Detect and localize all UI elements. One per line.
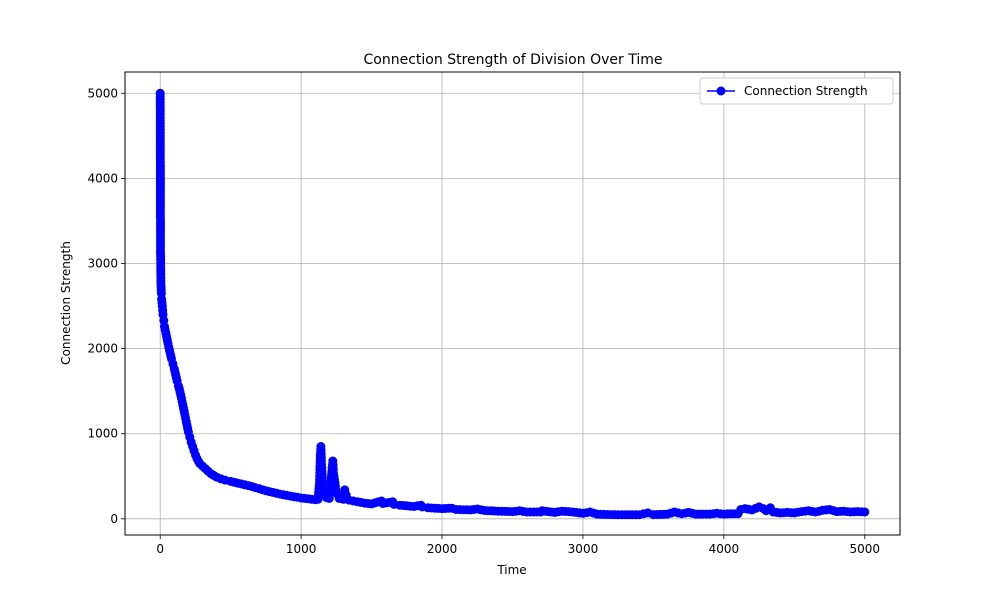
data-point xyxy=(860,507,870,517)
legend-marker-swatch xyxy=(716,86,726,96)
x-tick-label: 1000 xyxy=(286,542,317,556)
y-tick-label: 0 xyxy=(110,512,118,526)
y-tick-label: 5000 xyxy=(87,86,118,100)
legend-box xyxy=(699,77,894,105)
x-axis-label: Time xyxy=(496,563,526,577)
series-connection-strength xyxy=(155,88,870,520)
y-tick-label: 2000 xyxy=(87,342,118,356)
legend: Connection Strength xyxy=(699,77,894,105)
series-line xyxy=(159,93,865,516)
y-tick-label: 1000 xyxy=(87,427,118,441)
x-tick-label: 3000 xyxy=(568,542,599,556)
axis-ticks: 0 1000 2000 3000 4000 5000 0 1000 2000 3000 4000 50… xyxy=(87,86,880,556)
x-tick-label: 5000 xyxy=(849,542,880,556)
grid-lines xyxy=(125,72,900,535)
x-tick-label: 4000 xyxy=(709,542,740,556)
plot-frame xyxy=(124,71,901,536)
series-layer xyxy=(155,88,870,520)
legend-label: Connection Strength xyxy=(744,84,868,98)
chart-title: Connection Strength of Division Over Tim… xyxy=(364,52,663,68)
y-tick-label: 4000 xyxy=(87,171,118,185)
y-tick-label: 3000 xyxy=(87,256,118,270)
y-axis-label: Connection Strength xyxy=(59,241,73,365)
x-tick-label: 2000 xyxy=(427,542,458,556)
x-tick-label: 0 xyxy=(156,542,164,556)
